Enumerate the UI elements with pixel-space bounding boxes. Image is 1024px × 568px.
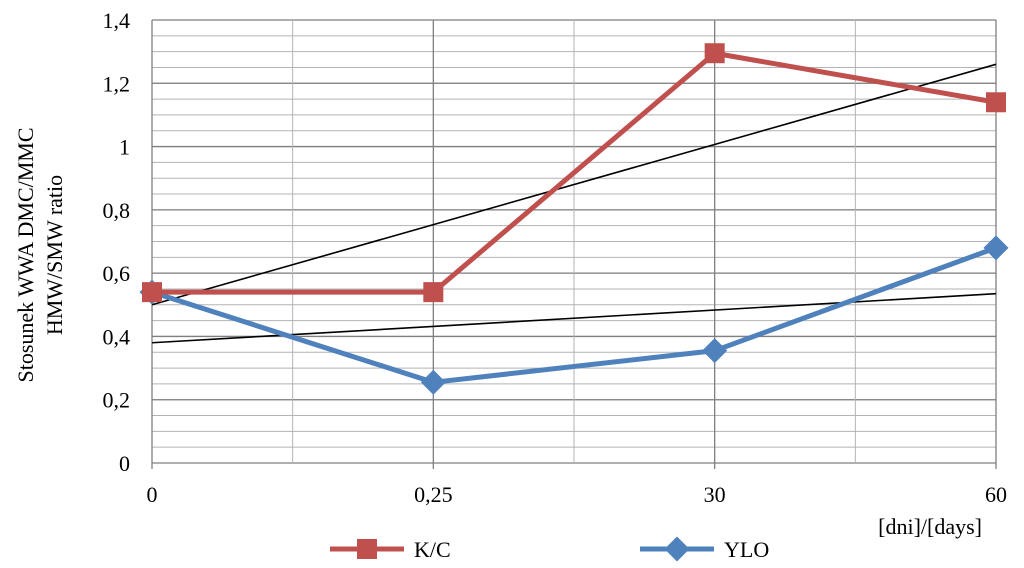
series-line bbox=[151, 245, 997, 385]
y-tick-label: 1,4 bbox=[103, 8, 131, 33]
series-line bbox=[152, 50, 997, 295]
x-tick-label: 0 bbox=[147, 482, 158, 507]
x-tick-label: 30 bbox=[704, 482, 726, 507]
data-point bbox=[704, 43, 725, 64]
y-tick-label: 0,4 bbox=[103, 324, 131, 349]
x-axis-title: [dni]/[days] bbox=[878, 514, 982, 539]
data-point bbox=[702, 338, 728, 364]
y-tick-label: 0 bbox=[119, 451, 130, 476]
y-tick-label: 0,2 bbox=[103, 388, 131, 413]
y-tick-label: 0,6 bbox=[103, 261, 131, 286]
legend-label: K/C bbox=[414, 537, 451, 562]
x-tick-label: 0,25 bbox=[414, 482, 453, 507]
y-tick-label: 0,8 bbox=[103, 198, 131, 223]
y-axis-title-line-2: HMW/SMW ratio bbox=[42, 175, 67, 335]
legend-label: YLO bbox=[724, 537, 769, 562]
x-tick-labels: 0 0,25 30 60 bbox=[147, 482, 1008, 507]
data-point bbox=[142, 282, 162, 303]
data-point bbox=[983, 235, 1009, 261]
x-tick-label: 60 bbox=[985, 482, 1007, 507]
legend: K/C YLO bbox=[330, 536, 769, 562]
trendline bbox=[151, 63, 997, 306]
legend-marker bbox=[664, 536, 690, 562]
y-tick-labels: 0 0,2 0,4 0,6 0,8 1 1,2 1,4 bbox=[103, 8, 131, 476]
legend-marker bbox=[357, 539, 377, 559]
y-tick-label: 1,2 bbox=[103, 71, 131, 96]
data-point bbox=[423, 282, 444, 303]
y-axis-title-line-1: Stosunek WWA DMC/MMC bbox=[13, 127, 38, 382]
grid bbox=[151, 19, 997, 469]
y-tick-label: 1 bbox=[119, 135, 130, 160]
data-point bbox=[420, 369, 446, 395]
data-point bbox=[986, 92, 1006, 113]
series-group bbox=[139, 43, 1009, 395]
